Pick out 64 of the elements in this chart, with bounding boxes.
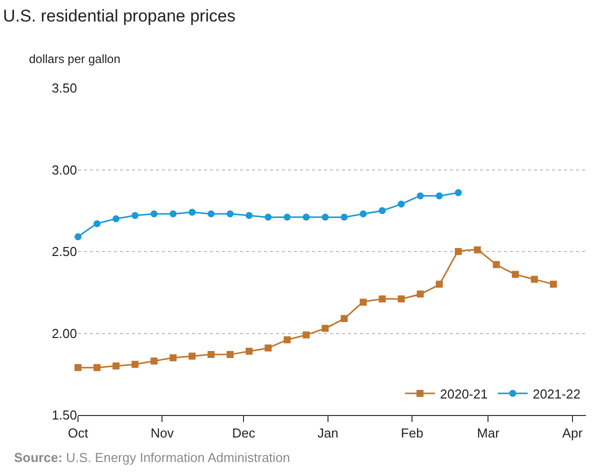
- point: [188, 352, 196, 360]
- x-tick-label: Jan: [317, 426, 338, 441]
- x-tick-label: Apr: [562, 426, 584, 441]
- legend-label: 2020-21: [440, 386, 488, 402]
- point: [112, 215, 120, 222]
- x-tick-label: Mar: [477, 426, 500, 441]
- point: [94, 364, 101, 372]
- point: [378, 207, 386, 214]
- point: [264, 344, 272, 352]
- point: [208, 210, 215, 218]
- point: [170, 354, 177, 362]
- point: [416, 192, 424, 200]
- point: [322, 324, 329, 332]
- point: [264, 214, 272, 221]
- point: [150, 210, 158, 218]
- point: [550, 280, 557, 288]
- point: [246, 348, 253, 355]
- point: [302, 214, 310, 221]
- point: [246, 212, 253, 220]
- y-tick-label: 3.00: [52, 162, 77, 178]
- point: [378, 295, 386, 302]
- point: [322, 214, 329, 221]
- point: [188, 208, 196, 216]
- x-tick-label: Oct: [68, 426, 88, 441]
- point: [302, 331, 310, 338]
- point: [226, 210, 234, 218]
- point: [284, 214, 291, 221]
- point: [74, 364, 82, 372]
- source-note: Source: U.S. Energy Information Administration: [14, 450, 290, 465]
- point: [492, 261, 500, 268]
- point: [132, 212, 139, 220]
- point: [512, 270, 519, 278]
- point: [360, 210, 367, 218]
- point: [340, 214, 348, 221]
- x-tick-label: Dec: [232, 426, 256, 441]
- point: [94, 220, 101, 228]
- point: [530, 276, 538, 283]
- point: [284, 336, 291, 344]
- y-tick-label: 2.50: [52, 244, 77, 260]
- point: [340, 315, 348, 322]
- point: [474, 246, 481, 254]
- y-tick-label: 2.00: [52, 326, 77, 341]
- legend-label: 2021-22: [532, 386, 580, 402]
- point: [416, 290, 424, 298]
- point: [436, 192, 443, 200]
- y-axis-title: dollars per gallon: [29, 52, 120, 66]
- point: [170, 210, 177, 218]
- y-tick-label: 1.50: [52, 408, 77, 423]
- point: [454, 189, 462, 196]
- x-tick-label: Feb: [400, 426, 424, 441]
- point: [398, 295, 405, 302]
- point: [226, 351, 234, 358]
- point: [112, 362, 120, 370]
- point: [398, 200, 405, 208]
- point: [436, 280, 443, 288]
- y-tick-label: 3.50: [52, 80, 77, 96]
- point: [454, 248, 462, 255]
- point: [360, 298, 367, 306]
- point: [150, 358, 158, 365]
- point: [208, 351, 215, 358]
- point: [132, 360, 139, 368]
- point: [74, 233, 82, 240]
- chart-title: U.S. residential propane prices: [2, 6, 236, 26]
- x-tick-label: Nov: [150, 426, 174, 441]
